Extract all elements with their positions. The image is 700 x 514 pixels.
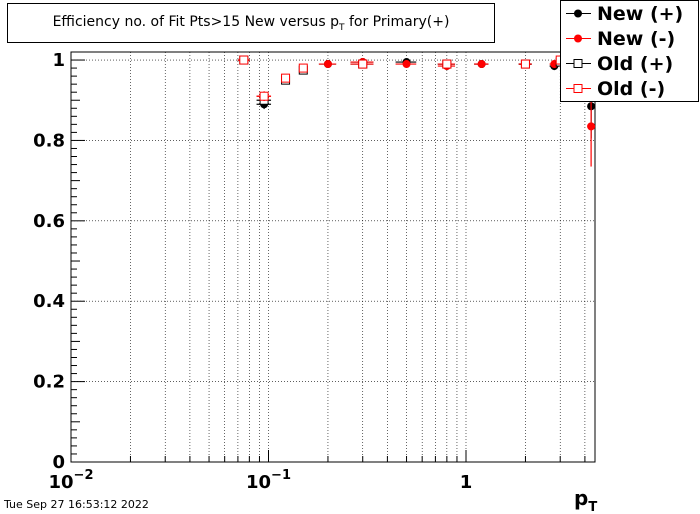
plot-frame xyxy=(70,51,596,463)
series-new xyxy=(237,56,596,139)
series-layer xyxy=(237,55,596,167)
x-axis-label: pT xyxy=(574,486,597,514)
chart-title-text: Efficiency no. of Fit Pts>15 New versus … xyxy=(52,13,450,33)
data-point xyxy=(520,59,530,69)
legend-marker-open-black-square xyxy=(561,51,595,76)
data-point xyxy=(239,55,249,65)
legend-item-new-minus: New (-) xyxy=(561,26,700,51)
x-tick-label: 10−1 xyxy=(246,468,291,493)
y-tick-label: 0.4 xyxy=(33,291,65,312)
timestamp: Tue Sep 27 16:53:12 2022 xyxy=(4,498,149,511)
y-tick-label: 1 xyxy=(52,50,65,71)
x-tick-label: 1 xyxy=(460,472,473,493)
legend-marker-filled-black-circle xyxy=(561,1,595,26)
legend-label: New (-) xyxy=(597,27,676,50)
axis-ticks xyxy=(70,59,586,463)
data-point xyxy=(442,59,452,69)
legend-label: Old (+) xyxy=(597,52,674,75)
y-tick-label: 0.2 xyxy=(33,372,65,393)
x-tick-label: 10−2 xyxy=(48,468,93,493)
grid-lines xyxy=(70,52,595,463)
y-tick-label: 0.8 xyxy=(33,130,65,151)
data-point xyxy=(402,60,411,69)
data-point xyxy=(477,60,486,69)
x-tick-labels: 10−2 10−1 1 xyxy=(48,468,472,493)
legend-marker-open-red-square xyxy=(561,76,595,101)
legend-item-old-minus: Old (-) xyxy=(561,76,700,101)
legend-marker-filled-red-circle xyxy=(561,26,595,51)
chart-title: Efficiency no. of Fit Pts>15 New versus … xyxy=(7,3,495,43)
legend-label: New (+) xyxy=(597,2,684,25)
data-point xyxy=(323,60,332,69)
legend-item-old-plus: Old (+) xyxy=(561,51,700,76)
legend-item-new-plus: New (+) xyxy=(561,1,700,26)
data-point xyxy=(281,73,291,83)
data-point xyxy=(298,63,308,73)
data-point xyxy=(587,122,596,131)
y-tick-labels: 0 0.2 0.4 0.6 0.8 1 xyxy=(33,50,65,473)
series-new xyxy=(237,56,596,167)
y-tick-label: 0.6 xyxy=(33,211,65,232)
legend: New (+) New (-) Old (+) Old (-) xyxy=(560,0,699,102)
y-tick-label: 0 xyxy=(52,452,65,473)
data-point xyxy=(259,91,269,101)
legend-label: Old (-) xyxy=(597,77,666,100)
data-point xyxy=(358,59,368,69)
